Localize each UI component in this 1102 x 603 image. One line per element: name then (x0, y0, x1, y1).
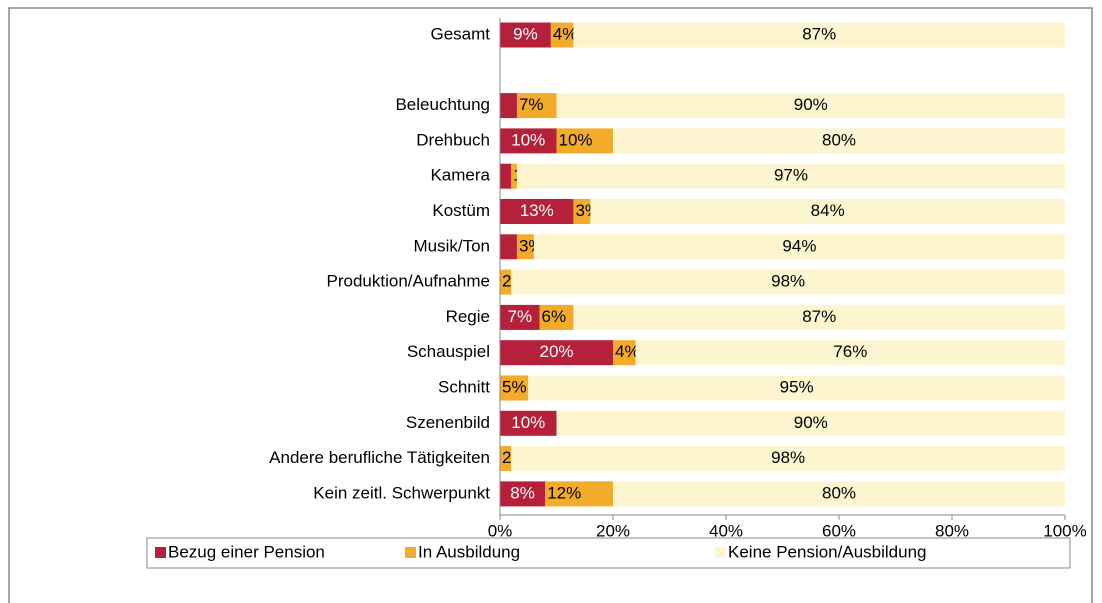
bar-segment (539, 304, 574, 330)
y-tick-label: Schauspiel (407, 342, 490, 361)
data-label: 10% (511, 130, 545, 149)
bar-segment (500, 128, 557, 154)
data-label: 8% (510, 483, 535, 502)
y-tick-label: Gesamt (430, 24, 490, 43)
bar-segment (533, 234, 1065, 260)
x-tick-label: 40% (709, 521, 743, 540)
data-label: 90% (794, 95, 828, 114)
data-label: 5% (502, 377, 527, 396)
data-label: 7% (519, 95, 544, 114)
bar-segment (528, 375, 1065, 401)
bar-segment (500, 93, 517, 119)
bar-segment (545, 481, 613, 507)
bar-segment (516, 163, 1065, 189)
bar-segment (511, 269, 1065, 295)
bar-segment (516, 93, 557, 119)
legend-box (146, 537, 1071, 569)
bar-segment (500, 304, 540, 330)
data-label: 10% (511, 413, 545, 432)
y-tick-label: Musik/Ton (413, 236, 490, 255)
data-label: 90% (794, 413, 828, 432)
data-label: 97% (774, 166, 808, 185)
data-label: 98% (771, 272, 805, 291)
y-tick-label: Kamera (430, 166, 490, 185)
bar-segment (573, 199, 591, 224)
y-tick-label: Andere berufliche Tätigkeiten (269, 448, 490, 467)
bar-segment (500, 269, 512, 295)
bar-segment (550, 22, 574, 48)
bar-segment (613, 128, 1065, 154)
bar-segment (500, 481, 546, 507)
bar-segment (516, 234, 534, 260)
bar-segment (556, 128, 613, 154)
legend-marker (155, 547, 166, 558)
y-tick-label: Drehbuch (416, 130, 490, 149)
x-tick-label: 100% (1043, 521, 1086, 540)
data-label: 80% (822, 130, 856, 149)
bar-segment (613, 481, 1065, 507)
y-tick-label: Szenenbild (406, 413, 490, 432)
bar-segment (573, 304, 1065, 330)
bar-segment (500, 410, 557, 436)
data-label: 80% (822, 483, 856, 502)
bar-segment (500, 22, 551, 48)
x-tick-label: 60% (822, 521, 856, 540)
data-label: 4% (615, 342, 640, 361)
data-label: 13% (520, 201, 554, 220)
bar-segment (511, 163, 517, 189)
y-tick-label: Beleuchtung (395, 95, 490, 114)
data-label: 98% (771, 448, 805, 467)
legend-label: In Ausbildung (418, 542, 520, 561)
legend-label: Keine Pension/Ausbildung (728, 542, 926, 561)
data-label: 9% (513, 24, 538, 43)
data-label: 7% (507, 307, 532, 326)
bar-segment (590, 199, 1065, 224)
bar-segment (500, 375, 529, 401)
data-label: 76% (833, 342, 867, 361)
y-tick-label: Schnitt (438, 377, 490, 396)
x-tick-label: 80% (935, 521, 969, 540)
bar-segment (511, 446, 1065, 472)
data-label: 87% (802, 24, 836, 43)
bar-segment (500, 234, 517, 260)
bar-segment (635, 340, 1065, 366)
y-tick-label: Regie (446, 307, 490, 326)
legend-label: Bezug einer Pension (168, 542, 325, 561)
bar-segment (613, 340, 636, 366)
bar-segment (573, 22, 1065, 48)
data-label: 12% (547, 483, 581, 502)
data-label: 6% (542, 307, 567, 326)
y-tick-label: Kostüm (432, 201, 490, 220)
y-tick-label: Kein zeitl. Schwerpunkt (313, 483, 490, 502)
data-label: 94% (782, 236, 816, 255)
data-label: 95% (780, 377, 814, 396)
data-label: 87% (802, 307, 836, 326)
frame (8, 7, 1093, 603)
data-label: 84% (811, 201, 845, 220)
legend-marker (715, 547, 726, 558)
x-tick-label: 20% (596, 521, 630, 540)
y-tick-label: Produktion/Aufnahme (327, 272, 491, 291)
bar-segment (500, 163, 512, 189)
data-label: 10% (559, 130, 593, 149)
bar-segment (556, 93, 1065, 119)
bar-segment (500, 446, 512, 472)
bar-segment (500, 199, 574, 224)
bar-segment (556, 410, 1065, 436)
legend-marker (405, 547, 416, 558)
data-label: 20% (539, 342, 573, 361)
x-tick-label: 0% (488, 521, 513, 540)
bar-segment (500, 340, 613, 366)
data-label: 4% (553, 24, 578, 43)
